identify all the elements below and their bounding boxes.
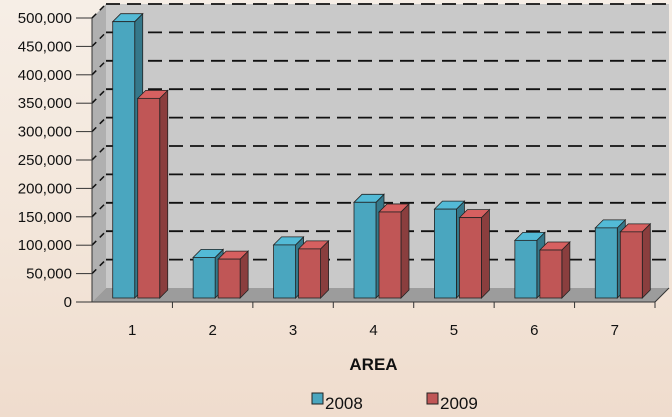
- bar: [378, 202, 410, 299]
- bar: [136, 89, 169, 299]
- bar-side: [561, 241, 571, 299]
- x-tick-label: 5: [450, 322, 458, 339]
- bar-front: [514, 239, 538, 299]
- x-tick-label: 3: [289, 322, 297, 339]
- bar: [619, 222, 652, 299]
- legend-item: 2009: [426, 392, 478, 413]
- y-tick-label: 250,000: [18, 152, 72, 169]
- bar-front: [459, 217, 482, 299]
- bar-front: [112, 21, 136, 299]
- bars: [111, 12, 652, 299]
- y-tick-label: 100,000: [18, 237, 72, 254]
- bar-side: [159, 89, 169, 299]
- x-tick-label: 1: [128, 322, 136, 339]
- y-tick-label: 450,000: [18, 38, 72, 55]
- bar: [272, 235, 305, 299]
- y-tick-label: 200,000: [18, 180, 72, 197]
- gridline-side: [91, 145, 107, 161]
- bar-front: [217, 258, 241, 299]
- gridline-side: [91, 202, 107, 218]
- y-tick-label: 150,000: [18, 209, 72, 226]
- x-axis-line-depth: [654, 287, 670, 303]
- bar: [297, 239, 330, 299]
- bar-front: [353, 201, 377, 299]
- bar-front: [298, 248, 321, 299]
- bar-front: [137, 97, 161, 299]
- x-tick-label: 2: [208, 322, 216, 339]
- legend-label: 2009: [440, 394, 478, 413]
- bar-front: [539, 249, 563, 299]
- gridline-side: [91, 230, 107, 246]
- bar-front: [378, 211, 402, 299]
- bar: [538, 241, 571, 299]
- x-axis-title: AREA: [349, 355, 397, 374]
- bar-front: [434, 208, 457, 299]
- y-tick-label: 50,000: [26, 266, 72, 283]
- gridline-side: [91, 117, 107, 133]
- legend: 2008 2009: [311, 392, 478, 413]
- x-tick-label: 7: [611, 322, 619, 339]
- bar-side: [641, 222, 651, 299]
- y-axis: 0 50,000 100,000 150,000 200,000 250,000 300,0…: [18, 10, 93, 311]
- gridline-side: [91, 60, 107, 76]
- bar-front: [594, 227, 618, 299]
- bar: [111, 12, 144, 299]
- gridline-side: [91, 3, 107, 19]
- x-axis: 1 2 3 4 5 6 7: [92, 287, 670, 339]
- legend-label: 2008: [325, 394, 363, 413]
- bar-front: [192, 256, 216, 299]
- y-tick-label: 500,000: [18, 10, 72, 27]
- y-tick-label: 300,000: [18, 124, 72, 141]
- bar: [458, 208, 491, 299]
- bar-front: [273, 244, 296, 299]
- gridline-side: [91, 173, 107, 189]
- y-tick-label: 350,000: [18, 95, 72, 112]
- legend-item: 2008: [311, 392, 363, 413]
- gridlines: [91, 3, 669, 275]
- bar-front: [619, 231, 643, 299]
- y-tick-label: 0: [64, 294, 72, 311]
- side-wall: [92, 4, 106, 302]
- x-tick-label: 4: [369, 322, 377, 339]
- bar-side: [481, 208, 490, 299]
- gridline-side: [91, 88, 107, 104]
- y-tick-label: 400,000: [18, 67, 72, 84]
- bar-side: [400, 202, 410, 299]
- gridline-side: [91, 259, 107, 275]
- bar-side: [320, 239, 329, 299]
- legend-swatch: [426, 392, 439, 405]
- x-tick-label: 6: [530, 322, 538, 339]
- legend-swatch: [311, 392, 324, 405]
- gridline-side: [91, 31, 107, 47]
- bar: [217, 250, 250, 299]
